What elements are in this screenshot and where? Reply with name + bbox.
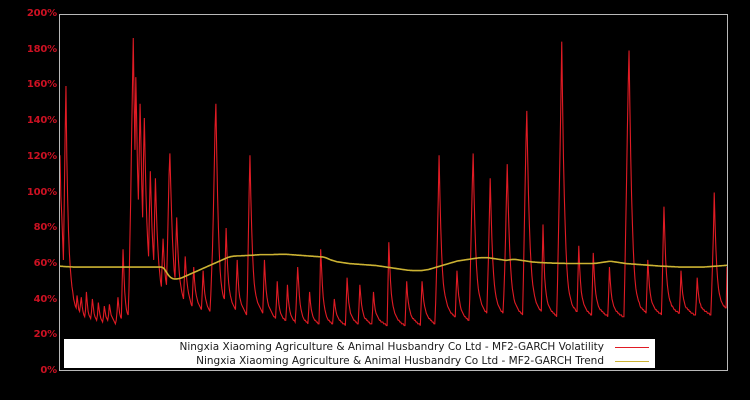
y-axis-tick-label: 100% bbox=[26, 186, 57, 198]
legend-entry-trend: Ningxia Xiaoming Agriculture & Animal Hu… bbox=[64, 354, 655, 368]
y-axis-tick-label: 0% bbox=[40, 365, 57, 376]
y-axis-tick-label: 80% bbox=[33, 222, 58, 234]
y-axis-tick-label: 140% bbox=[26, 115, 57, 127]
y-axis-tick-label: 60% bbox=[33, 257, 58, 269]
plot-svg bbox=[60, 38, 727, 327]
legend-label-trend: Ningxia Xiaoming Agriculture & Animal Hu… bbox=[196, 355, 604, 367]
y-axis-tick-label: 160% bbox=[26, 79, 57, 91]
chart-legend: Ningxia Xiaoming Agriculture & Animal Hu… bbox=[64, 339, 655, 368]
y-axis-tick-label: 40% bbox=[33, 293, 58, 305]
y-axis-labels: 0% 20% 40% 60% 80% 100% 120% 140% 160% 180% 200% bbox=[0, 0, 57, 400]
plot-area bbox=[59, 14, 728, 371]
y-axis-tick-label: 180% bbox=[26, 43, 57, 55]
y-axis-tick-label: 200% bbox=[26, 8, 57, 19]
legend-label-volatility: Ningxia Xiaoming Agriculture & Animal Hu… bbox=[179, 341, 605, 353]
y-axis-tick-label: 20% bbox=[33, 329, 58, 341]
legend-entry-volatility: Ningxia Xiaoming Agriculture & Animal Hu… bbox=[64, 340, 655, 354]
series-line-trend bbox=[60, 253, 727, 280]
y-axis-tick-label: 120% bbox=[26, 150, 57, 162]
legend-swatch-trend bbox=[615, 360, 649, 362]
legend-swatch-volatility bbox=[615, 346, 649, 348]
series-line-volatility bbox=[60, 38, 727, 327]
